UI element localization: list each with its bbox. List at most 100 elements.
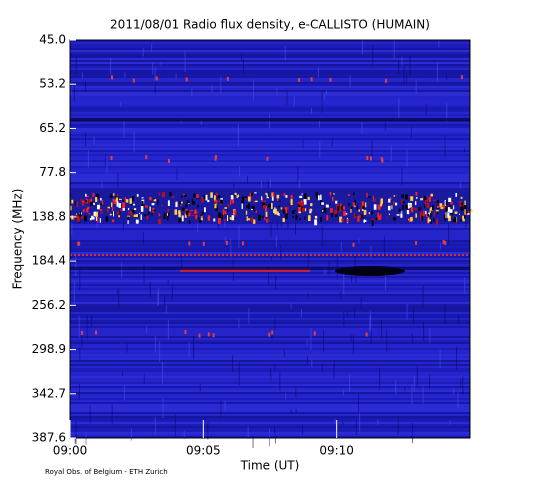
burst-speckle: [254, 192, 257, 194]
spectrum-streak: [436, 62, 438, 82]
spectrum-row: [70, 130, 470, 132]
spectrum-row: [70, 416, 470, 418]
burst-speckle: [227, 203, 230, 208]
dot-line: [86, 254, 88, 256]
red-speckle: [329, 77, 332, 82]
burst-speckle: [76, 215, 80, 222]
burst-speckle: [285, 212, 288, 219]
burst-speckle: [246, 205, 249, 208]
burst-speckle: [116, 201, 119, 207]
burst-speckle: [436, 205, 439, 212]
burst-speckle: [200, 217, 203, 221]
burst-speckle: [236, 195, 238, 199]
dot-line: [182, 254, 184, 256]
burst-speckle: [74, 201, 76, 206]
burst-speckle: [167, 209, 170, 213]
spectrum-streak: [297, 165, 299, 182]
spectrum-row: [70, 72, 470, 74]
spectrum-streak: [275, 275, 277, 291]
spectrum-row: [70, 286, 470, 288]
burst-speckle: [132, 195, 135, 202]
burst-speckle: [97, 204, 100, 210]
spectrum-row: [70, 68, 470, 70]
burst-speckle: [118, 203, 121, 208]
burst-speckle: [179, 201, 181, 206]
red-speckle: [268, 332, 271, 337]
spectrum-streak: [270, 367, 272, 381]
spectrum-streak: [311, 359, 313, 367]
y-tick-label: 184.4: [32, 254, 66, 268]
spectrum-streak: [118, 288, 120, 308]
spectrum-row: [70, 168, 470, 170]
spectrum-streak: [101, 180, 103, 192]
spectrum-streak: [271, 254, 273, 261]
dot-line: [462, 254, 464, 256]
burst-speckle: [299, 217, 301, 221]
spectrum-row: [70, 348, 470, 350]
dot-line: [226, 254, 228, 256]
burst-speckle: [100, 198, 102, 201]
spectrum-streak: [371, 139, 373, 161]
burst-speckle: [307, 215, 311, 222]
burst-speckle: [265, 211, 268, 217]
spectrum-streak: [152, 62, 154, 74]
burst-speckle: [180, 204, 182, 206]
burst-speckle: [241, 196, 245, 200]
spectrum-streak: [456, 346, 458, 370]
spectrum-row: [70, 90, 470, 92]
burst-speckle: [424, 195, 427, 201]
burst-speckle: [362, 208, 364, 212]
dot-line: [198, 254, 200, 256]
spectrum-streak: [370, 329, 372, 344]
dot-line: [442, 254, 444, 256]
spectrum-row: [70, 78, 470, 80]
dark-row: [70, 118, 470, 121]
spectrum-row: [70, 396, 470, 398]
burst-speckle: [88, 199, 91, 203]
red-speckle: [370, 156, 373, 161]
burst-speckle: [347, 218, 350, 223]
spectrum-streak: [174, 414, 176, 436]
plot-area: [70, 40, 473, 449]
burst-speckle: [96, 216, 99, 223]
spectrum-streak: [325, 89, 327, 95]
burst-speckle: [80, 216, 84, 219]
spectrum-streak: [121, 371, 123, 376]
spectrum-streak: [89, 405, 91, 424]
spectrum-streak: [75, 255, 77, 277]
spectrum-streak: [438, 40, 440, 48]
spectrum-streak: [464, 277, 466, 294]
spectrum-streak: [384, 122, 386, 132]
spectrum-streak: [457, 392, 459, 408]
burst-speckle: [436, 199, 439, 204]
burst-speckle: [190, 209, 194, 211]
spectrum-streak: [252, 79, 254, 101]
spectrum-streak: [359, 413, 361, 432]
spectrum-streak: [422, 386, 424, 404]
spectrum-streak: [362, 40, 364, 55]
burst-speckle: [141, 200, 144, 207]
burst-speckle: [93, 211, 96, 217]
spectrum-streak: [333, 360, 335, 367]
spectrum-streak: [340, 241, 342, 252]
red-speckle: [415, 240, 418, 245]
burst-speckle: [127, 218, 129, 224]
spectrum-row: [70, 232, 470, 234]
burst-speckle: [465, 211, 468, 213]
burst-speckle: [255, 200, 258, 203]
burst-speckle: [119, 210, 121, 215]
spectrum-row: [70, 230, 470, 232]
spectrum-streak: [340, 291, 342, 299]
spectrum-streak: [360, 297, 362, 311]
spectrum-streak: [70, 88, 72, 95]
burst-speckle: [333, 193, 335, 195]
burst-speckle: [133, 203, 136, 206]
spectrum-row: [70, 134, 470, 136]
burst-speckle: [196, 204, 200, 208]
dot-line: [94, 254, 96, 256]
spectrum-streak: [423, 321, 425, 341]
spectrum-streak: [358, 238, 360, 244]
spectrum-row: [70, 326, 470, 328]
burst-speckle: [415, 197, 418, 199]
burst-speckle: [439, 203, 443, 207]
